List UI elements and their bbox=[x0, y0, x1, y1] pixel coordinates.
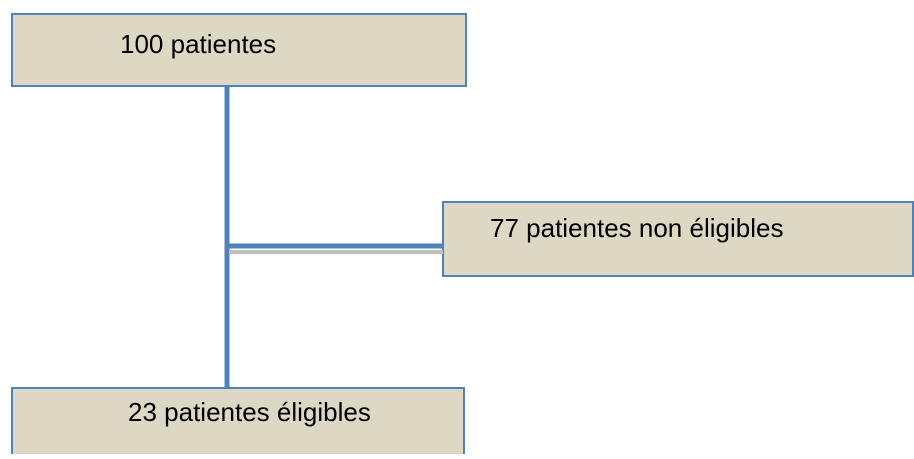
node-box bbox=[11, 387, 465, 459]
node-label: 100 patientes bbox=[120, 29, 276, 59]
node-label: 23 patientes éligibles bbox=[128, 397, 371, 427]
node-box bbox=[442, 201, 914, 277]
node-label: 77 patientes non éligibles bbox=[490, 213, 783, 243]
node-box bbox=[11, 13, 467, 87]
